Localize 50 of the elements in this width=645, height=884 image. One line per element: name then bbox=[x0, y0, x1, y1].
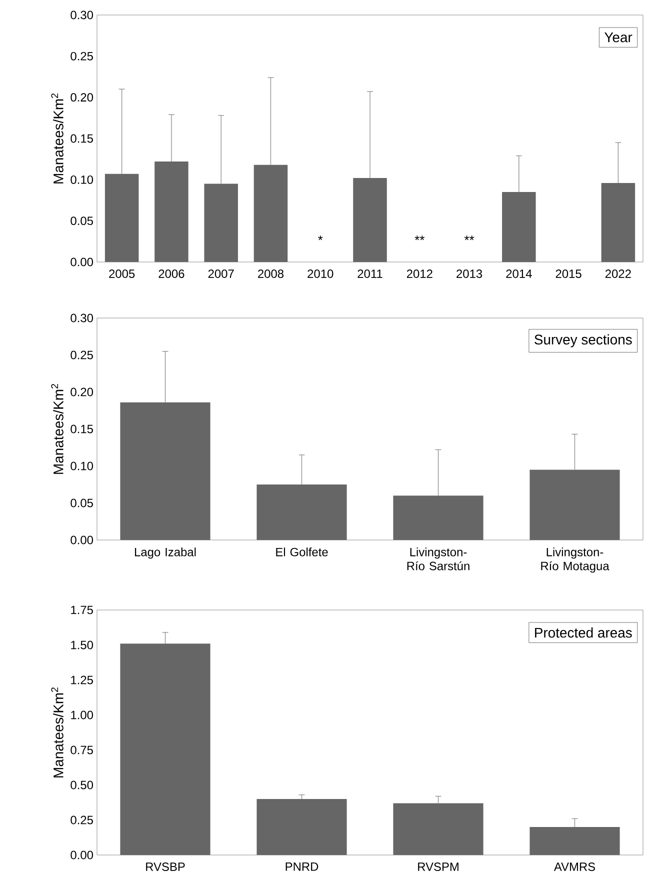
y-axis-title: Manatees/Km$^{2}$ bbox=[51, 94, 64, 184]
annotation: ** bbox=[414, 236, 424, 240]
x-tick-label: 2022 bbox=[605, 270, 631, 278]
x-tick-label: 2005 bbox=[109, 270, 135, 278]
y-tick-label: 0.75 bbox=[70, 746, 93, 754]
y-tick-label: 0.15 bbox=[70, 424, 93, 434]
x-tick-label: 2008 bbox=[258, 270, 284, 278]
y-tick-label: 0.00 bbox=[70, 850, 94, 860]
x-tick-label: 2015 bbox=[556, 270, 582, 278]
x-tick-label: RVSBP bbox=[146, 862, 185, 871]
x-tick-label: 2006 bbox=[158, 270, 184, 278]
y-tick-label: 0.20 bbox=[70, 388, 94, 396]
y-tick-label: 1.00 bbox=[71, 710, 94, 720]
y-tick-label: 0.30 bbox=[70, 314, 94, 322]
y-axis-title: Manatees/Km$^{2}$ bbox=[51, 688, 64, 778]
y-tick-label: 1.75 bbox=[71, 606, 93, 614]
y-tick-label: 0.00 bbox=[70, 536, 94, 544]
x-tick-label: Livingston-Río Sarstún bbox=[407, 548, 470, 570]
y-tick-label: 0.05 bbox=[70, 498, 93, 508]
y-tick-label: 0.20 bbox=[70, 93, 94, 102]
x-tick-label: 2010 bbox=[308, 270, 334, 278]
y-tick-label: 0.15 bbox=[70, 134, 93, 143]
y-tick-label: 0.25 bbox=[70, 52, 93, 60]
x-tick-label: AVMRS bbox=[554, 862, 596, 871]
y-tick-label: 0.10 bbox=[70, 462, 94, 470]
y-tick-label: 1.50 bbox=[71, 640, 94, 650]
y-axis-title: Manatees/Km$^{2}$ bbox=[51, 384, 64, 474]
x-tick-label: 2011 bbox=[358, 270, 382, 278]
annotation: ** bbox=[464, 236, 474, 240]
y-tick-label: 0.00 bbox=[70, 258, 94, 266]
text: Protected areas bbox=[535, 627, 632, 638]
x-tick-label: Lago Izabal bbox=[134, 548, 196, 559]
x-tick-label: 2007 bbox=[208, 270, 234, 278]
x-tick-label: RVSPM bbox=[418, 862, 458, 871]
y-tick-label: 0.30 bbox=[70, 10, 94, 20]
y-tick-label: 0.10 bbox=[70, 175, 94, 184]
y-tick-label: 1.25 bbox=[71, 676, 93, 684]
y-tick-label: 0.50 bbox=[70, 780, 94, 790]
x-tick-label: 2014 bbox=[506, 270, 532, 278]
x-tick-label: 2012 bbox=[406, 270, 432, 278]
text: Survey sections bbox=[534, 334, 632, 348]
x-tick-label: El Golfete bbox=[276, 548, 328, 556]
y-tick-label: 0.25 bbox=[70, 350, 93, 360]
y-tick-label: 0.05 bbox=[70, 216, 93, 226]
text: Year bbox=[604, 32, 632, 42]
y-tick-label: 0.25 bbox=[70, 816, 93, 824]
x-tick-label: PNRD bbox=[286, 862, 318, 871]
x-tick-label: 2013 bbox=[456, 270, 482, 278]
x-tick-label: Livingston-Río Motagua bbox=[541, 548, 610, 573]
annotation: * bbox=[318, 236, 323, 240]
